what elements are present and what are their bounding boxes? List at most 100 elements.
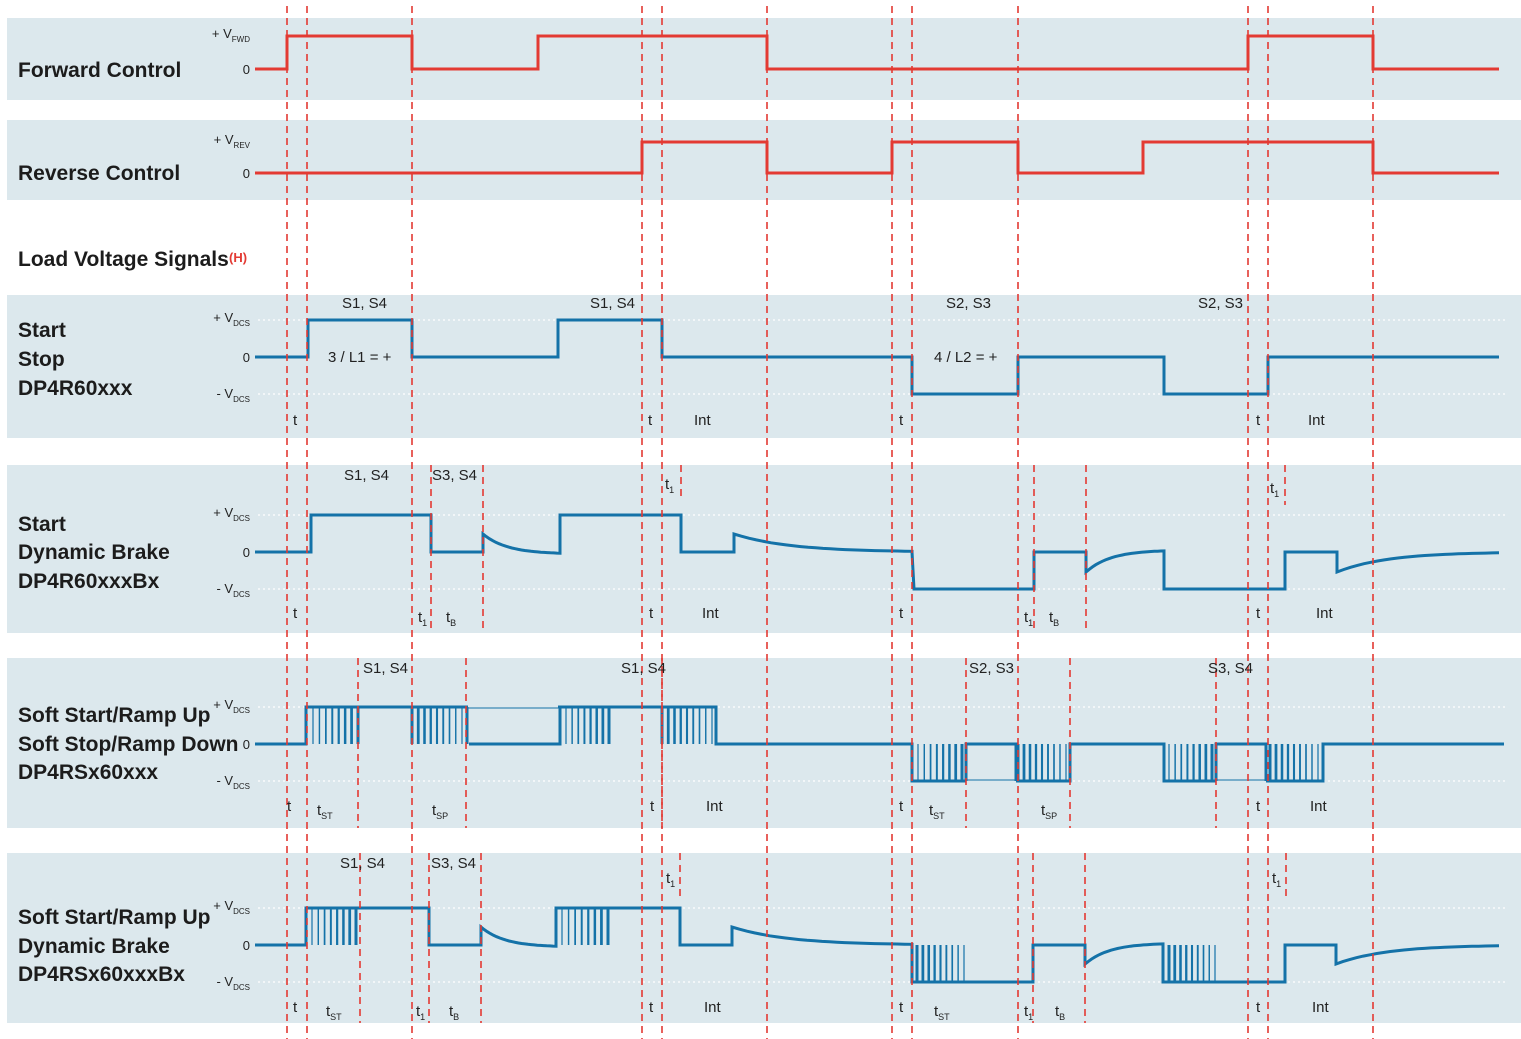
soft-start-dynamic-brake-label-line-0: Soft Start/Ramp Up	[18, 906, 211, 929]
soft-start-dynamic-brake-label-line-2: DP4RSx60xxxBx	[18, 963, 185, 986]
signal-traces	[255, 34, 1504, 984]
reverse-high-level-label: + VREV	[214, 132, 251, 150]
start-dynamic-brake-annotation-5: t1	[418, 609, 427, 628]
forward-high-level-label: + VFWD	[212, 26, 250, 44]
soft-start-soft-stop-annotation-6: tSP	[432, 802, 448, 821]
soft-start-dynamic-brake-annotation-15: Int	[1312, 999, 1330, 1016]
start-dynamic-brake-annotation-7: t	[649, 605, 654, 622]
soft-gap-1	[469, 707, 562, 746]
control-band-forward	[7, 18, 1521, 100]
load-section-title: Load Voltage Signals	[18, 248, 229, 271]
soft-start-dynamic-brake-annotation-4: t	[293, 999, 298, 1016]
soft-start-dynamic-brake-zero-level-label: 0	[243, 938, 250, 953]
start-stop-annotation-1: S1, S4	[590, 295, 635, 312]
soft-start-soft-stop-annotation-2: S2, S3	[969, 660, 1014, 677]
start-dynamic-brake-annotation-3: t1	[1270, 480, 1279, 499]
start-dynamic-brake-annotation-12: t	[1256, 605, 1261, 622]
reverse-label: Reverse Control	[18, 162, 180, 185]
start-dynamic-brake-label-line-0: Start	[18, 513, 66, 536]
soft-start-soft-stop-annotation-0: S1, S4	[363, 660, 408, 677]
start-dynamic-brake-label-line-2: DP4R60xxxBx	[18, 570, 160, 593]
soft-start-dynamic-brake-annotation-12: t1	[1024, 1003, 1033, 1022]
soft-start-soft-stop-annotation-10: tST	[929, 802, 945, 821]
soft-start-soft-stop-annotation-9: t	[899, 798, 904, 815]
soft-start-dynamic-brake-annotation-2: t1	[666, 870, 675, 889]
soft-start-soft-stop-label-line-0: Soft Start/Ramp Up	[18, 704, 211, 727]
start-stop-annotation-11: Int	[1308, 412, 1326, 429]
soft-start-soft-stop-annotation-4: t	[287, 798, 292, 815]
start-stop-annotation-10: t	[1256, 412, 1261, 429]
soft-start-soft-stop-annotation-7: t	[650, 798, 655, 815]
load-band-start-dynamic-brake	[7, 465, 1521, 633]
start-stop-annotation-0: S1, S4	[342, 295, 387, 312]
start-dynamic-brake-annotation-8: Int	[702, 605, 720, 622]
control-band-reverse	[7, 120, 1521, 200]
forward-zero-level-label: 0	[243, 62, 250, 77]
start-stop-annotation-2: S2, S3	[946, 295, 991, 312]
start-dynamic-brake-annotation-13: Int	[1316, 605, 1334, 622]
start-dynamic-brake-annotation-2: t1	[665, 476, 674, 495]
soft-start-soft-stop-annotation-8: Int	[706, 798, 724, 815]
start-dynamic-brake-annotation-6: tB	[446, 609, 456, 628]
start-stop-annotation-5: 4 / L2 = +	[934, 349, 998, 366]
soft-gap-3	[1214, 742, 1268, 781]
start-dynamic-brake-high-level-label: + VDCS	[213, 505, 250, 523]
start-stop-annotation-3: S2, S3	[1198, 295, 1243, 312]
start-stop-low-level-label: - VDCS	[216, 386, 250, 404]
soft-start-soft-stop-annotation-1: S1, S4	[621, 660, 666, 677]
load-band-start-stop	[7, 295, 1521, 438]
start-stop-high-level-label: + VDCS	[213, 310, 250, 328]
soft-start-soft-stop-annotation-3: S3, S4	[1208, 660, 1253, 677]
soft-start-dynamic-brake-annotation-7: tB	[449, 1003, 459, 1022]
soft-start-soft-stop-low-level-label: - VDCS	[216, 773, 250, 791]
panel-labels: Forward Control + VFWD 0 Reverse Control + V…	[18, 26, 251, 992]
soft-start-dynamic-brake-annotation-6: t1	[416, 1003, 425, 1022]
soft-start-dynamic-brake-low-level-label: - VDCS	[216, 974, 250, 992]
soft-start-soft-stop-high-level-label: + VDCS	[213, 697, 250, 715]
soft-start-soft-stop-label-line-2: DP4RSx60xxx	[18, 761, 158, 784]
timing-markers	[286, 6, 1374, 1039]
soft-start-dynamic-brake-label-line-1: Dynamic Brake	[18, 935, 170, 958]
soft-start-dynamic-brake-annotation-8: t	[649, 999, 654, 1016]
start-dynamic-brake-zero-level-label: 0	[243, 545, 250, 560]
reverse-zero-level-label: 0	[243, 166, 250, 181]
start-stop-label-line-2: DP4R60xxx	[18, 377, 133, 400]
start-dynamic-brake-annotation-11: tB	[1049, 609, 1059, 628]
start-stop-annotation-6: t	[293, 412, 298, 429]
soft-start-dynamic-brake-annotation-11: tST	[934, 1003, 950, 1022]
load-section-note: (H)	[229, 250, 247, 265]
soft-gap-2	[964, 742, 1018, 781]
start-stop-annotation-8: Int	[694, 412, 712, 429]
soft-start-dynamic-brake-high-level-label: + VDCS	[213, 898, 250, 916]
start-stop-annotation-7: t	[648, 412, 653, 429]
soft-start-soft-stop-annotation-11: tSP	[1041, 802, 1057, 821]
soft-start-dynamic-brake-annotation-3: t1	[1272, 870, 1281, 889]
forward-control-trace	[255, 34, 1499, 71]
soft-start-dynamic-brake-annotation-13: tB	[1055, 1003, 1065, 1022]
start-stop-trace	[255, 318, 1499, 396]
start-stop-annotation-9: t	[899, 412, 904, 429]
soft-start-dynamic-brake-annotation-1: S3, S4	[431, 855, 476, 872]
soft-start-dynamic-brake-annotation-9: Int	[704, 999, 722, 1016]
start-stop-annotation-4: 3 / L1 = +	[328, 349, 392, 366]
start-stop-label-line-1: Stop	[18, 348, 65, 371]
start-dynamic-brake-annotation-1: S3, S4	[432, 467, 477, 484]
start-dynamic-brake-annotation-10: t1	[1024, 609, 1033, 628]
soft-start-dynamic-brake-annotation-14: t	[1256, 999, 1261, 1016]
reverse-control-trace	[255, 140, 1499, 175]
start-dynamic-brake-low-level-label: - VDCS	[216, 581, 250, 599]
soft-start-soft-stop-zero-level-label: 0	[243, 737, 250, 752]
start-stop-zero-level-label: 0	[243, 350, 250, 365]
soft-start-dynamic-brake-annotation-5: tST	[326, 1003, 342, 1022]
soft-start-soft-stop-annotation-12: t	[1256, 798, 1261, 815]
soft-start-soft-stop-annotation-13: Int	[1310, 798, 1328, 815]
start-dynamic-brake-annotation-4: t	[293, 605, 298, 622]
switch-annotations: S1, S4 S1, S4 S2, S3 S2, S3 3 / L1 = + 4 / L2…	[287, 295, 1334, 1022]
soft-start-soft-stop-label-line-1: Soft Stop/Ramp Down	[18, 733, 238, 756]
forward-label: Forward Control	[18, 59, 181, 82]
start-stop-label-line-0: Start	[18, 319, 66, 342]
soft-start-soft-stop-annotation-5: tST	[317, 802, 333, 821]
load-band-soft-start-dynamic-brake	[7, 853, 1521, 1023]
start-dynamic-brake-annotation-0: S1, S4	[344, 467, 389, 484]
